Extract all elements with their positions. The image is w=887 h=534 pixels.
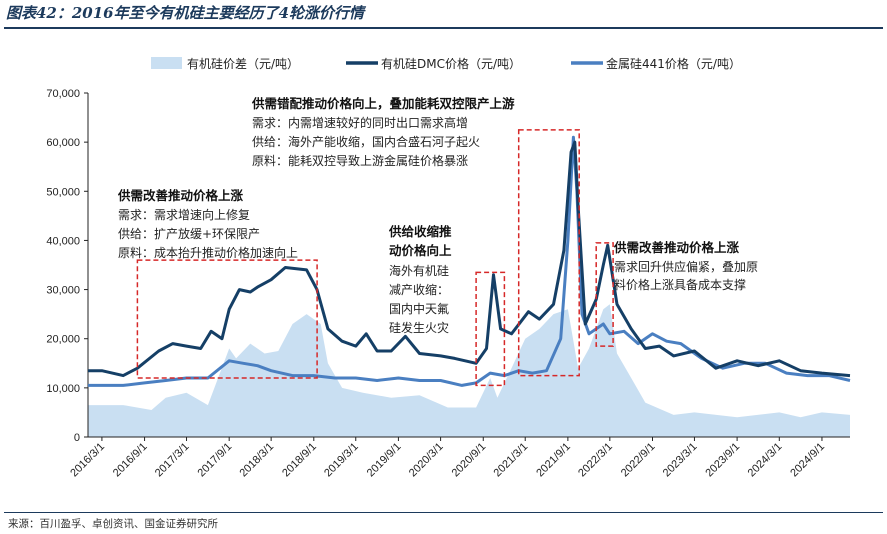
annotation-2020-heading-2: 动价格向上 xyxy=(389,243,452,258)
x-tick-label: 2016/9/1 xyxy=(111,441,150,480)
annotation-2022-line-2: 料价格上涨具备成本支撑 xyxy=(614,277,746,292)
y-tick-label: 70,000 xyxy=(46,88,80,100)
chart: 0 10,000 20,000 30,000 40,000 50,000 60,000 70,… xyxy=(46,56,851,480)
x-tick-label: 2020/9/1 xyxy=(450,441,489,480)
x-tick-label: 2024/9/1 xyxy=(788,441,827,480)
x-tick-label: 2023/9/1 xyxy=(703,441,742,480)
annotation-2021-heading: 供需错配推动价格向上，叠加能耗双控限产上游 xyxy=(251,96,515,111)
annotation-2021-line-2: 供给：海外产能收缩，国内合盛石河子起火 xyxy=(252,134,480,149)
spread-area-layer xyxy=(88,304,850,437)
x-tick-label: 2024/3/1 xyxy=(746,441,785,480)
x-tick-label: 2017/9/1 xyxy=(196,441,235,480)
y-tick-label: 60,000 xyxy=(46,137,80,149)
legend-label-spread: 有机硅价差（元/吨） xyxy=(187,57,299,71)
highlight-box-2 xyxy=(475,271,506,387)
y-tick-label: 20,000 xyxy=(46,334,80,346)
highlight-box-4 xyxy=(595,242,614,347)
x-tick-label: 2017/3/1 xyxy=(153,441,192,480)
legend-item-spread: 有机硅价差（元/吨） xyxy=(151,57,299,71)
annotation-2021-line-3: 原料：能耗双控导致上游金属硅价格暴涨 xyxy=(252,153,468,168)
annotation-2022: 供需改善推动价格上涨 需求回升供应偏紧，叠加原 料价格上涨具备成本支撑 xyxy=(613,240,758,292)
annotation-2022-heading: 供需改善推动价格上涨 xyxy=(613,240,740,255)
highlight-box-1 xyxy=(136,259,318,379)
annotation-2020-line-3: 国内中天氟 xyxy=(389,301,449,316)
annotation-2021-line-1: 需求：内需增速较好的同时出口需求高增 xyxy=(252,115,468,130)
annotation-2017-line-3: 原料：成本抬升推动价格加速向上 xyxy=(118,245,298,260)
annotation-2020-line-2: 减产收缩： xyxy=(389,282,449,297)
source-note: 来源：百川盈孚、卓创资讯、国金证券研究所 xyxy=(8,518,218,530)
annotation-2022-line-1: 需求回升供应偏紧，叠加原 xyxy=(614,259,758,274)
y-tick-label: 30,000 xyxy=(46,285,80,297)
series-lines xyxy=(88,135,851,387)
series-spread-area xyxy=(88,304,850,437)
x-tick-label: 2019/3/1 xyxy=(322,441,361,480)
x-tick-label: 2022/9/1 xyxy=(619,441,658,480)
annotation-2017-heading: 供需改善推动价格上涨 xyxy=(117,188,244,203)
y-tick-label: 50,000 xyxy=(46,186,80,198)
annotation-2020-line-4: 硅发生火灾 xyxy=(389,320,449,335)
annotation-2017-line-1: 需求：需求增速向上修复 xyxy=(118,207,250,222)
x-tick-label: 2016/3/1 xyxy=(68,441,107,480)
legend-item-silicon: 金属硅441价格（元/吨） xyxy=(571,56,741,71)
chart-title: 图表42：2016年至今有机硅主要经历了4轮涨价行情 xyxy=(6,4,365,22)
title-rule xyxy=(4,27,883,29)
x-tick-label: 2022/3/1 xyxy=(576,441,615,480)
highlight-box-3 xyxy=(517,129,580,377)
x-tick-label: 2023/3/1 xyxy=(661,441,700,480)
highlight-boxes xyxy=(136,129,614,387)
legend: 有机硅价差（元/吨） 有机硅DMC价格（元/吨） 金属硅441价格（元/吨） xyxy=(151,56,741,71)
x-tick-label: 2021/3/1 xyxy=(492,441,531,480)
bottom-rule xyxy=(4,512,883,513)
legend-swatch-spread xyxy=(151,57,182,69)
annotation-2021: 供需错配推动价格向上，叠加能耗双控限产上游 需求：内需增速较好的同时出口需求高增… xyxy=(251,96,515,168)
legend-item-dmc: 有机硅DMC价格（元/吨） xyxy=(346,56,521,71)
x-tick-label: 2018/3/1 xyxy=(237,441,276,480)
annotation-2017: 供需改善推动价格上涨 需求：需求增速向上修复 供给：扩产放缓+环保限产 原料：成… xyxy=(117,188,298,260)
annotation-2020-heading-1: 供给收缩推 xyxy=(388,224,452,239)
legend-label-silicon: 金属硅441价格（元/吨） xyxy=(606,56,741,71)
x-tick-label: 2019/9/1 xyxy=(365,441,404,480)
series-dmc-line xyxy=(88,140,851,378)
x-tick-label: 2018/9/1 xyxy=(280,441,319,480)
y-tick-label: 40,000 xyxy=(46,235,80,247)
annotation-2020-line-1: 海外有机硅 xyxy=(389,263,449,278)
x-tick-label: 2020/3/1 xyxy=(407,441,446,480)
annotation-2020: 供给收缩推 动价格向上 海外有机硅 减产收缩： 国内中天氟 硅发生火灾 xyxy=(388,224,452,335)
legend-label-dmc: 有机硅DMC价格（元/吨） xyxy=(381,56,521,71)
y-tick-label: 10,000 xyxy=(46,383,80,395)
x-tick-label: 2021/9/1 xyxy=(534,441,573,480)
y-tick-label: 0 xyxy=(74,432,80,444)
annotation-2017-line-2: 供给：扩产放缓+环保限产 xyxy=(118,226,260,241)
